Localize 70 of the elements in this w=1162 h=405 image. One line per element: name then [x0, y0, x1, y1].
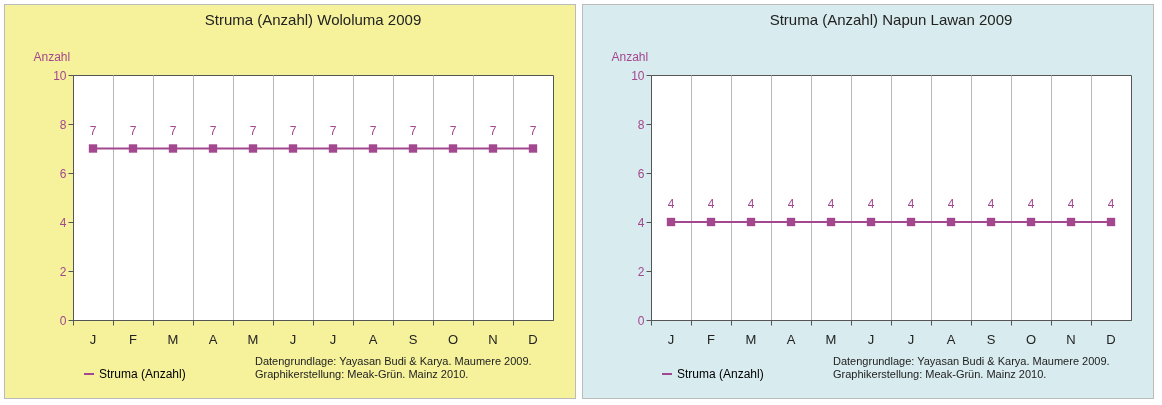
data-label: 4	[1027, 197, 1035, 211]
legend-label: Struma (Anzahl)	[99, 367, 186, 381]
chart-title: Struma (Anzahl) Wololuma 2009	[204, 11, 422, 28]
data-label: 7	[209, 123, 217, 138]
y-tick-label: 0	[59, 313, 67, 328]
text: Datengrundlage: Yayasan Budi & Karya. Maumere 2009.	[255, 355, 532, 368]
x-tick-label: J	[89, 331, 97, 347]
x-tick-label: O	[1025, 331, 1037, 347]
y-tick-label: 6	[59, 166, 67, 181]
x-tick-label: M	[247, 331, 259, 347]
x-tick-label: J	[667, 331, 675, 347]
y-tick-label: 4	[637, 215, 645, 230]
text: Graphikerstellung: Meak-Grün. Mainz 2010.	[255, 368, 470, 381]
x-tick-label: M	[745, 331, 757, 347]
data-label: 7	[89, 123, 97, 138]
data-label: 7	[449, 123, 457, 138]
y-tick-label: 2	[637, 264, 645, 279]
y-tick-label: 6	[637, 166, 645, 181]
data-label: 4	[987, 197, 995, 211]
x-tick-label: S	[986, 331, 996, 347]
y-tick-label: 8	[59, 117, 67, 132]
data-label: 7	[369, 123, 377, 138]
y-tick-label: 8	[637, 117, 645, 132]
x-tick-label: O	[447, 331, 459, 347]
x-tick-label: A	[368, 331, 378, 347]
text: Graphikerstellung: Meak-Grün. Mainz 2010.	[833, 368, 1048, 381]
x-tick-label: F	[707, 331, 716, 347]
x-tick-label: N	[1066, 331, 1076, 347]
data-label: 4	[947, 197, 955, 211]
x-tick-label: A	[208, 331, 218, 347]
y-axis-title: Anzahl	[611, 49, 649, 64]
x-tick-label: J	[867, 331, 875, 347]
data-label: 4	[867, 197, 875, 211]
data-label: 4	[667, 197, 675, 211]
text: Datengrundlage: Yayasan Budi & Karya. Maumere 2009.	[833, 355, 1110, 368]
x-tick-label: M	[825, 331, 837, 347]
x-tick-label: S	[408, 331, 418, 347]
x-tick-label: J	[907, 331, 915, 347]
data-label: 7	[129, 123, 137, 138]
x-tick-label: A	[786, 331, 796, 347]
data-label: 7	[249, 123, 257, 138]
x-tick-label: D	[528, 331, 538, 347]
data-label: 4	[907, 197, 915, 211]
data-label: 7	[329, 123, 337, 138]
data-label: 7	[289, 123, 297, 138]
data-label: 4	[1107, 197, 1115, 211]
y-tick-label: 10	[53, 68, 67, 83]
x-tick-label: J	[329, 331, 337, 347]
x-tick-label: M	[167, 331, 179, 347]
x-tick-label: N	[488, 331, 498, 347]
y-tick-label: 10	[631, 68, 645, 83]
data-label: 7	[529, 123, 537, 138]
y-tick-label: 0	[637, 313, 645, 328]
x-tick-label: D	[1106, 331, 1116, 347]
y-tick-label: 2	[59, 264, 67, 279]
data-label: 4	[747, 197, 755, 211]
data-label: 7	[489, 123, 497, 138]
data-label: 4	[827, 197, 835, 211]
data-label: 4	[1067, 197, 1075, 211]
x-tick-label: F	[129, 331, 138, 347]
data-label: 4	[787, 197, 795, 211]
data-label: 7	[169, 123, 177, 138]
y-axis-title: Anzahl	[33, 49, 71, 64]
chart-title: Struma (Anzahl) Napun Lawan 2009	[769, 11, 1013, 28]
x-tick-label: J	[289, 331, 297, 347]
y-tick-label: 4	[59, 215, 67, 230]
data-label: 7	[409, 123, 417, 138]
legend-label: Struma (Anzahl)	[677, 367, 764, 381]
x-tick-label: A	[946, 331, 956, 347]
data-label: 4	[707, 197, 715, 211]
